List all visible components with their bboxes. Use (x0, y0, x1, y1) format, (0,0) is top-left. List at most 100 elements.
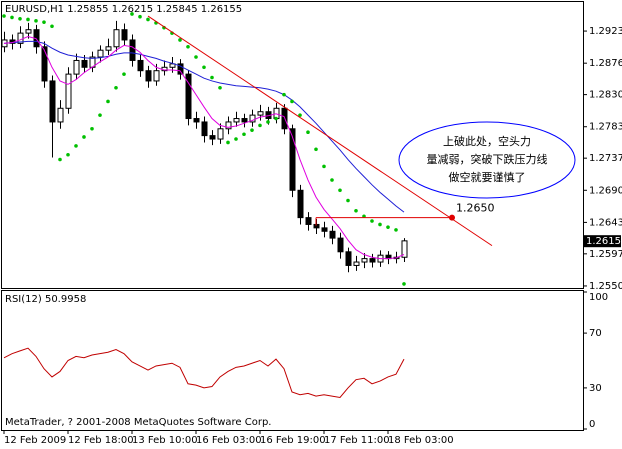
candle-body (345, 251, 352, 266)
candle-body (369, 258, 376, 263)
sar-dot (74, 144, 78, 148)
sar-dot (354, 208, 358, 213)
candle-body (49, 80, 56, 123)
sar-dot (282, 92, 286, 97)
sar-dot (42, 20, 46, 24)
candle-body (113, 29, 120, 48)
sar-dot (394, 228, 398, 232)
sar-dot (242, 132, 246, 137)
sar-dot (266, 120, 270, 124)
candle-body (65, 73, 72, 109)
candle-body (353, 261, 360, 266)
candle-body (401, 240, 408, 258)
candle-body (185, 73, 192, 120)
y-tick-label: 1.27830 (589, 122, 622, 133)
candle-body (177, 63, 184, 75)
sar-dot (106, 99, 110, 104)
annotation-text: 上破此处，空头力 (443, 134, 531, 148)
y-tick-label: 1.28760 (589, 58, 622, 69)
moving-average (3, 40, 405, 213)
rsi-title: RSI(12) 50.9958 (5, 294, 86, 305)
sar-dot (10, 15, 14, 20)
sar-dot (146, 17, 150, 22)
y-tick-label: 1.29230 (589, 26, 622, 37)
candle-body (361, 258, 368, 263)
sar-dot (346, 198, 350, 203)
sar-dot (66, 152, 70, 157)
sar-dot (82, 135, 86, 139)
x-tick-label: 13 Feb 10:00 (132, 435, 198, 446)
y-tick-label: 70 (589, 328, 602, 339)
sar-dot (186, 44, 190, 49)
candle-body (225, 121, 232, 130)
sar-dot (18, 16, 22, 21)
sar-dot (138, 14, 142, 19)
copyright: MetaTrader, ? 2001-2008 MetaQuotes Softw… (5, 417, 271, 428)
level-dot (449, 214, 455, 221)
annotation-ellipse (398, 121, 576, 199)
candle-body (41, 46, 48, 82)
trend-line (147, 15, 493, 247)
sar-dot (330, 178, 334, 182)
sar-dot (234, 137, 238, 141)
candle-body (217, 128, 224, 140)
sar-dot (226, 140, 230, 145)
sar-dot (50, 24, 54, 29)
candle-body (145, 70, 152, 82)
sar-dot (258, 123, 262, 128)
sar-dot (34, 19, 38, 23)
candle-body (321, 227, 328, 232)
candle-body (241, 118, 248, 123)
candle-body (193, 118, 200, 123)
sar-dot (218, 85, 222, 90)
candle-body (257, 111, 264, 116)
y-tick-label: 1.25970 (589, 249, 622, 260)
sar-dot (26, 17, 30, 22)
candle-body (105, 46, 112, 51)
sar-dot (210, 75, 214, 80)
last-price-box (584, 235, 621, 248)
sar-dot (322, 164, 326, 169)
sar-dot (114, 85, 118, 90)
price-panel (1, 1, 584, 289)
y-tick-label: 1.26900 (589, 185, 622, 196)
sar-dot (90, 126, 94, 131)
sar-dot (274, 116, 278, 121)
sar-dot (378, 222, 382, 227)
annotation-text: 做空就要谨慎了 (449, 170, 526, 184)
annotation-text: 量减弱，突破下跌压力线 (427, 152, 548, 166)
sar-dot (122, 72, 126, 76)
y-tick-label: 1.25500 (589, 281, 622, 292)
candle-body (153, 70, 160, 82)
level-label: 1.2650 (456, 202, 495, 215)
sar-dot (202, 65, 206, 70)
candle-body (129, 39, 136, 61)
candle-body (25, 29, 32, 34)
sar-dot (130, 12, 134, 16)
sar-dot (298, 113, 302, 117)
sar-dot (98, 113, 102, 117)
candle-body (289, 128, 296, 191)
candle-body (209, 135, 216, 140)
candle-body (337, 237, 344, 253)
x-tick-label: 17 Feb 11:00 (324, 435, 390, 446)
candle-body (97, 49, 104, 58)
candle-body (121, 29, 128, 41)
sar-dot (402, 282, 406, 286)
sar-dot (314, 147, 318, 152)
y-tick-label: 1.26430 (589, 217, 622, 228)
sar-dot (386, 225, 390, 229)
x-tick-label: 12 Feb 2009 (4, 435, 66, 446)
candle-body (57, 107, 64, 123)
candle-body (297, 189, 304, 219)
candle-body (137, 59, 144, 72)
last-price-label: 1.26155 (586, 236, 622, 247)
sar-dot (306, 130, 310, 134)
y-tick-label: 0 (589, 419, 595, 430)
candle-body (305, 217, 312, 225)
x-tick-label: 16 Feb 03:00 (196, 435, 262, 446)
candle-body (201, 121, 208, 137)
sar-dot (2, 14, 6, 18)
sar-dot (194, 55, 198, 59)
x-tick-label: 12 Feb 18:00 (68, 435, 134, 446)
